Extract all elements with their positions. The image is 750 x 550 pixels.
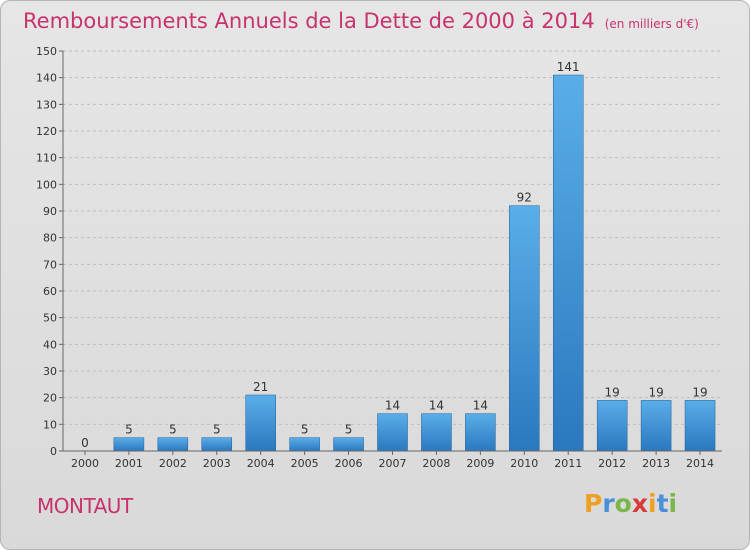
logo-letter: o [614, 489, 632, 518]
commune-name: MONTAUT [37, 494, 133, 518]
y-tick-label: 0 [50, 445, 57, 458]
data-label-2001: 5 [125, 423, 133, 437]
bar-2013 [640, 400, 672, 452]
y-tick-label: 80 [43, 232, 57, 245]
x-tick-label-2003: 2003 [203, 457, 231, 470]
x-tick-label-2006: 2006 [335, 457, 363, 470]
x-tick-label-2009: 2009 [466, 457, 494, 470]
bar-2014 [684, 400, 716, 452]
bar-2008 [421, 413, 452, 452]
bars: 0 5 5 5 21 5 5 14 14 14 92 141 19 19 19 [81, 60, 716, 452]
logo-letter: i [648, 489, 657, 518]
chart-subtitle: (en milliers d'€) [604, 17, 699, 31]
bar-2012 [596, 400, 628, 452]
data-label-2008: 14 [429, 399, 444, 413]
data-label-2002: 5 [169, 423, 177, 437]
y-tick-label: 30 [43, 365, 57, 378]
grid-lines [63, 50, 722, 452]
data-label-2005: 5 [301, 423, 309, 437]
bar-2003 [201, 437, 233, 452]
y-tick-label: 20 [43, 392, 57, 405]
x-tick-label-2002: 2002 [159, 457, 187, 470]
x-tick-label-2012: 2012 [598, 457, 626, 470]
y-tick-label: 150 [36, 45, 57, 58]
y-tick-label: 140 [36, 72, 57, 85]
logo-letter: r [602, 489, 615, 518]
logo-letter: t [656, 489, 669, 518]
data-label-2013: 19 [648, 385, 663, 399]
x-tick-label-2000: 2000 [71, 457, 99, 470]
x-tick-label-2010: 2010 [510, 457, 538, 470]
y-tick-label: 90 [43, 205, 57, 218]
data-label-2004: 21 [253, 380, 268, 394]
data-label-2007: 14 [385, 399, 400, 413]
logo-letter: i [668, 489, 678, 518]
bar-2010 [509, 205, 540, 452]
chart-title-text: Remboursements Annuels de la Dette de 20… [23, 9, 595, 33]
proxiti-logo: Proxiti [584, 489, 677, 518]
chart-title: Remboursements Annuels de la Dette de 20… [23, 9, 699, 33]
bar-2011 [552, 74, 584, 452]
axes [62, 51, 722, 452]
y-tick-label: 120 [36, 125, 57, 138]
bar-2001 [113, 437, 145, 452]
data-label-2000: 0 [81, 436, 89, 450]
y-axis-ticks: 0 10 20 30 40 50 60 70 80 90 100 110 120 130 140 150 [36, 45, 63, 458]
y-tick-label: 50 [43, 312, 57, 325]
x-axis-ticks: 2000 2001 2002 2003 2004 2005 2006 2007 2008 2009… [71, 451, 714, 470]
data-label-2014: 19 [692, 385, 707, 399]
y-tick-label: 130 [36, 98, 57, 111]
y-tick-label: 60 [43, 285, 57, 298]
x-tick-label-2005: 2005 [291, 457, 319, 470]
y-tick-label: 10 [43, 418, 57, 431]
bar-2005 [289, 437, 320, 452]
data-label-2012: 19 [605, 385, 620, 399]
bar-2004 [245, 394, 276, 452]
bar-2009 [465, 413, 496, 452]
bar-2006 [333, 437, 364, 452]
x-tick-label-2008: 2008 [422, 457, 450, 470]
y-tick-label: 70 [43, 258, 57, 271]
data-label-2006: 5 [345, 423, 353, 437]
logo-letter: x [631, 489, 648, 518]
x-tick-label-2014: 2014 [686, 457, 714, 470]
y-tick-label: 100 [36, 178, 57, 191]
data-label-2010: 92 [517, 191, 532, 205]
bar-2007 [377, 413, 408, 452]
x-tick-label-2007: 2007 [379, 457, 407, 470]
bar-2002 [157, 437, 189, 452]
data-label-2003: 5 [213, 423, 221, 437]
data-label-2009: 14 [473, 399, 488, 413]
x-tick-label-2001: 2001 [115, 457, 143, 470]
logo-letter: P [584, 489, 603, 518]
x-tick-label-2004: 2004 [247, 457, 275, 470]
y-tick-label: 110 [36, 152, 57, 165]
x-tick-label-2011: 2011 [554, 457, 582, 470]
y-tick-label: 40 [43, 338, 57, 351]
data-label-2011: 141 [557, 60, 580, 74]
x-tick-label-2013: 2013 [642, 457, 670, 470]
